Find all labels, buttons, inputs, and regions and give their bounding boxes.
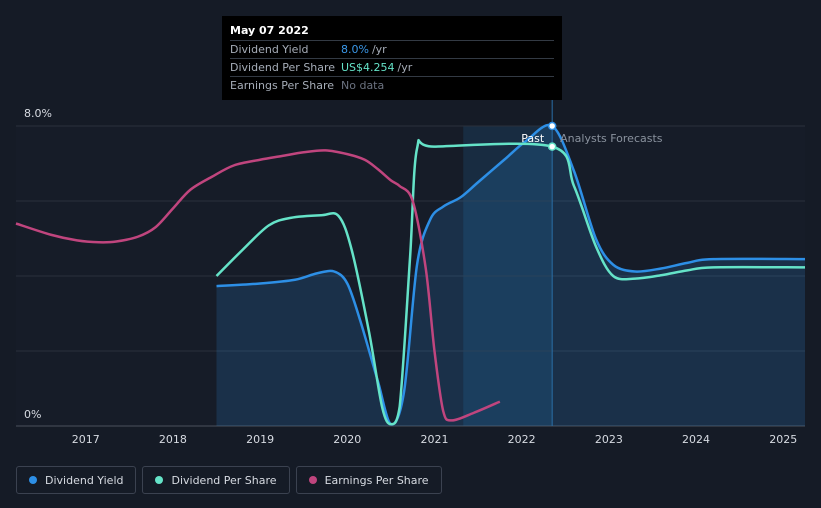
current-markers — [547, 121, 557, 151]
past-label: Past — [521, 132, 545, 145]
legend: Dividend Yield Dividend Per Share Earnin… — [16, 466, 442, 494]
x-tick-label: 2020 — [333, 433, 361, 446]
legend-label: Dividend Yield — [45, 473, 124, 487]
analysts-forecasts-label: Analysts Forecasts — [560, 132, 663, 145]
x-tick-label: 2022 — [508, 433, 536, 446]
legend-dot-icon — [29, 476, 37, 484]
x-tick-label: 2019 — [246, 433, 274, 446]
x-tick-label: 2017 — [72, 433, 100, 446]
tooltip-row-dividend-per-share: Dividend Per Share US$4.254 /yr — [230, 58, 554, 76]
y-tick-label: 0% — [24, 408, 41, 421]
x-tick-label: 2023 — [595, 433, 623, 446]
x-tick-label: 2025 — [769, 433, 797, 446]
series-lines — [15, 123, 806, 426]
legend-dot-icon — [308, 476, 317, 484]
current-point-marker — [547, 142, 557, 151]
legend-item-dividend-yield[interactable]: Dividend Yield — [16, 466, 137, 494]
legend-dot-icon — [155, 476, 164, 484]
legend-label: Earnings Per Share — [324, 473, 429, 487]
tooltip-date: May 07 2022 — [230, 24, 309, 37]
legend-label: Dividend Per Share — [171, 473, 277, 487]
x-tick-label: 2018 — [159, 433, 187, 446]
legend-item-earnings-per-share[interactable]: Earnings Per Share — [295, 466, 442, 494]
current-point-marker — [547, 121, 557, 131]
tooltip-label: Dividend Per Share — [230, 61, 336, 74]
tooltip-value: No data — [341, 79, 385, 92]
x-tick-label: 2024 — [682, 433, 710, 446]
series-line-dividend-per-share — [215, 138, 806, 426]
tooltip-row-dividend-yield: Dividend Yield 8.0% /yr — [230, 40, 554, 58]
legend-item-dividend-per-share[interactable]: Dividend Per Share — [142, 466, 290, 494]
tooltip-unit: /yr — [371, 43, 387, 56]
area-fills — [216, 125, 805, 426]
tooltip-unit: /yr — [397, 61, 413, 74]
tooltip-value: US$4.254 — [341, 61, 395, 74]
dividend-yield-area — [216, 125, 805, 426]
tooltip-row-earnings-per-share: Earnings Per Share No data — [230, 76, 554, 94]
tooltip-label: Dividend Yield — [230, 43, 309, 56]
axis-ticks: 8.0% 0% 2017 2018 2019 2020 2021 2022 2023 2024 20… — [24, 107, 797, 446]
x-tick-label: 2021 — [420, 433, 448, 446]
tooltip: May 07 2022 Dividend Yield 8.0% /yr Divi… — [222, 16, 562, 100]
grid-lines — [16, 125, 805, 427]
y-tick-label: 8.0% — [24, 107, 52, 120]
series-line-dividend-yield — [216, 123, 806, 426]
tooltip-label: Earnings Per Share — [230, 79, 335, 92]
tooltip-value: 8.0% — [341, 43, 369, 56]
series-line-earnings-per-share — [15, 149, 501, 422]
